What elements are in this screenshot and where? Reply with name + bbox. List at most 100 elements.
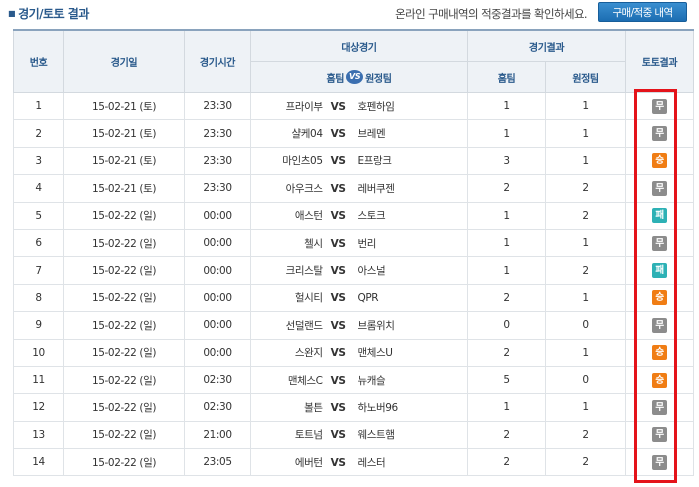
home-team-name: 선덜랜드 (285, 319, 323, 332)
cell-no: 3 (13, 146, 64, 176)
cell-toto-result: 무 (625, 119, 695, 148)
cell-time: 23:30 (184, 91, 251, 121)
result-badge-draw: 무 (652, 317, 668, 333)
result-badge-draw: 무 (652, 427, 668, 443)
cell-away-score: 1 (545, 91, 627, 121)
home-team-name: 프라이부 (285, 100, 323, 113)
cell-no: 7 (13, 256, 64, 285)
cell-time: 00:00 (184, 256, 251, 285)
home-team-name: 애스턴 (294, 210, 323, 223)
table-row: 14 15-02-22 (일) 23:05 에버턴 VS 레스터 2 2 무 (13, 448, 695, 477)
result-badge-win: 승 (652, 290, 668, 306)
cell-home-score: 1 (467, 119, 547, 148)
cell-toto-result: 승 (625, 338, 695, 367)
cell-home-team: 스완지 VS (250, 338, 352, 367)
cell-home-score: 2 (467, 338, 547, 367)
cell-no: 14 (13, 448, 64, 477)
col-header-score: 경기결과 (467, 29, 627, 62)
cell-away-team: 호펜하임 (351, 91, 469, 121)
cell-home-team: 크리스탈 VS (250, 256, 352, 285)
vs-label: VS (330, 100, 346, 113)
bullet-icon: ■ (8, 9, 16, 18)
cell-away-team: 웨스트햄 (351, 420, 469, 450)
col-header-away-team: 원정팀 (365, 73, 392, 85)
cell-away-score: 0 (545, 311, 627, 340)
cell-time: 23:30 (184, 146, 251, 176)
cell-home-score: 1 (467, 201, 547, 230)
vs-label: VS (330, 347, 346, 360)
cell-no: 12 (13, 393, 64, 422)
page-title-text: 경기/토토 결과 (18, 7, 89, 21)
table-row: 13 15-02-22 (일) 21:00 토트넘 VS 웨스트햄 2 2 무 (13, 420, 695, 450)
cell-no: 9 (13, 311, 64, 340)
cell-away-team: 번리 (351, 228, 469, 258)
cell-home-team: 첼시 VS (250, 228, 352, 258)
cell-away-team: 스토크 (351, 201, 469, 230)
table-row: 3 15-02-21 (토) 23:30 마인츠05 VS E프랑크 3 1 승 (13, 146, 695, 176)
cell-toto-result: 패 (625, 256, 695, 285)
header-bar: ■ 경기/토토 결과 온라인 구매내역의 적중결과를 확인하세요. 구매/적중 내… (0, 0, 699, 26)
cell-no: 13 (13, 420, 64, 450)
cell-home-score: 2 (467, 420, 547, 450)
cell-away-score: 1 (545, 119, 627, 148)
purchase-history-button[interactable]: 구매/적중 내역 (598, 2, 687, 22)
cell-home-score: 2 (467, 448, 547, 477)
cell-away-team: E프랑크 (351, 146, 469, 176)
cell-date: 15-02-22 (일) (63, 283, 185, 313)
home-team-name: 맨체스C (287, 374, 323, 387)
cell-toto-result: 무 (625, 174, 695, 203)
result-badge-draw: 무 (652, 98, 668, 114)
cell-toto-result: 패 (625, 201, 695, 230)
cell-no: 4 (13, 174, 64, 203)
cell-toto-result: 무 (625, 228, 695, 258)
cell-away-team: 아스널 (351, 256, 469, 285)
cell-home-score: 2 (467, 174, 547, 203)
cell-home-team: 토트넘 VS (250, 420, 352, 450)
home-team-name: 아우크스 (285, 182, 323, 195)
cell-away-team: QPR (351, 283, 469, 313)
cell-away-score: 1 (545, 393, 627, 422)
table-row: 9 15-02-22 (일) 00:00 선덜랜드 VS 브롬위치 0 0 무 (13, 311, 695, 340)
col-header-time: 경기시간 (184, 29, 251, 93)
table-row: 11 15-02-22 (일) 02:30 맨체스C VS 뉴캐슬 5 0 승 (13, 365, 695, 395)
cell-home-team: 마인츠05 VS (250, 146, 352, 176)
cell-away-score: 0 (545, 365, 627, 395)
home-team-name: 마인츠05 (282, 155, 323, 168)
cell-home-team: 맨체스C VS (250, 365, 352, 395)
vs-label: VS (330, 237, 346, 250)
home-team-name: 헐시티 (294, 292, 323, 305)
table-row: 1 15-02-21 (토) 23:30 프라이부 VS 호펜하임 1 1 무 (13, 91, 695, 121)
cell-home-score: 3 (467, 146, 547, 176)
cell-home-score: 1 (467, 91, 547, 121)
cell-time: 23:30 (184, 119, 251, 148)
cell-home-score: 5 (467, 365, 547, 395)
cell-time: 21:00 (184, 420, 251, 450)
home-team-name: 토트넘 (294, 429, 323, 442)
cell-toto-result: 승 (625, 283, 695, 313)
cell-away-score: 1 (545, 146, 627, 176)
result-badge-win: 승 (652, 345, 668, 361)
vs-label: VS (330, 265, 346, 278)
cell-time: 23:30 (184, 174, 251, 203)
cell-toto-result: 무 (625, 420, 695, 450)
cell-away-score: 2 (545, 201, 627, 230)
cell-time: 00:00 (184, 338, 251, 367)
cell-time: 00:00 (184, 201, 251, 230)
cell-date: 15-02-21 (토) (63, 91, 185, 121)
cell-home-team: 에버턴 VS (250, 448, 352, 477)
vs-label: VS (330, 210, 346, 223)
cell-away-score: 2 (545, 420, 627, 450)
result-badge-draw: 무 (652, 399, 668, 415)
table-row: 2 15-02-21 (토) 23:30 샬케04 VS 브레멘 1 1 무 (13, 119, 695, 148)
table-row: 6 15-02-22 (일) 00:00 첼시 VS 번리 1 1 무 (13, 228, 695, 258)
cell-away-team: 레버쿠젠 (351, 174, 469, 203)
cell-date: 15-02-22 (일) (63, 228, 185, 258)
cell-time: 02:30 (184, 393, 251, 422)
cell-home-team: 샬케04 VS (250, 119, 352, 148)
cell-date: 15-02-21 (토) (63, 174, 185, 203)
page-title: ■ 경기/토토 결과 (8, 5, 89, 22)
cell-away-team: 레스터 (351, 448, 469, 477)
vs-label: VS (330, 319, 346, 332)
vs-label: VS (330, 401, 346, 414)
cell-no: 8 (13, 283, 64, 313)
